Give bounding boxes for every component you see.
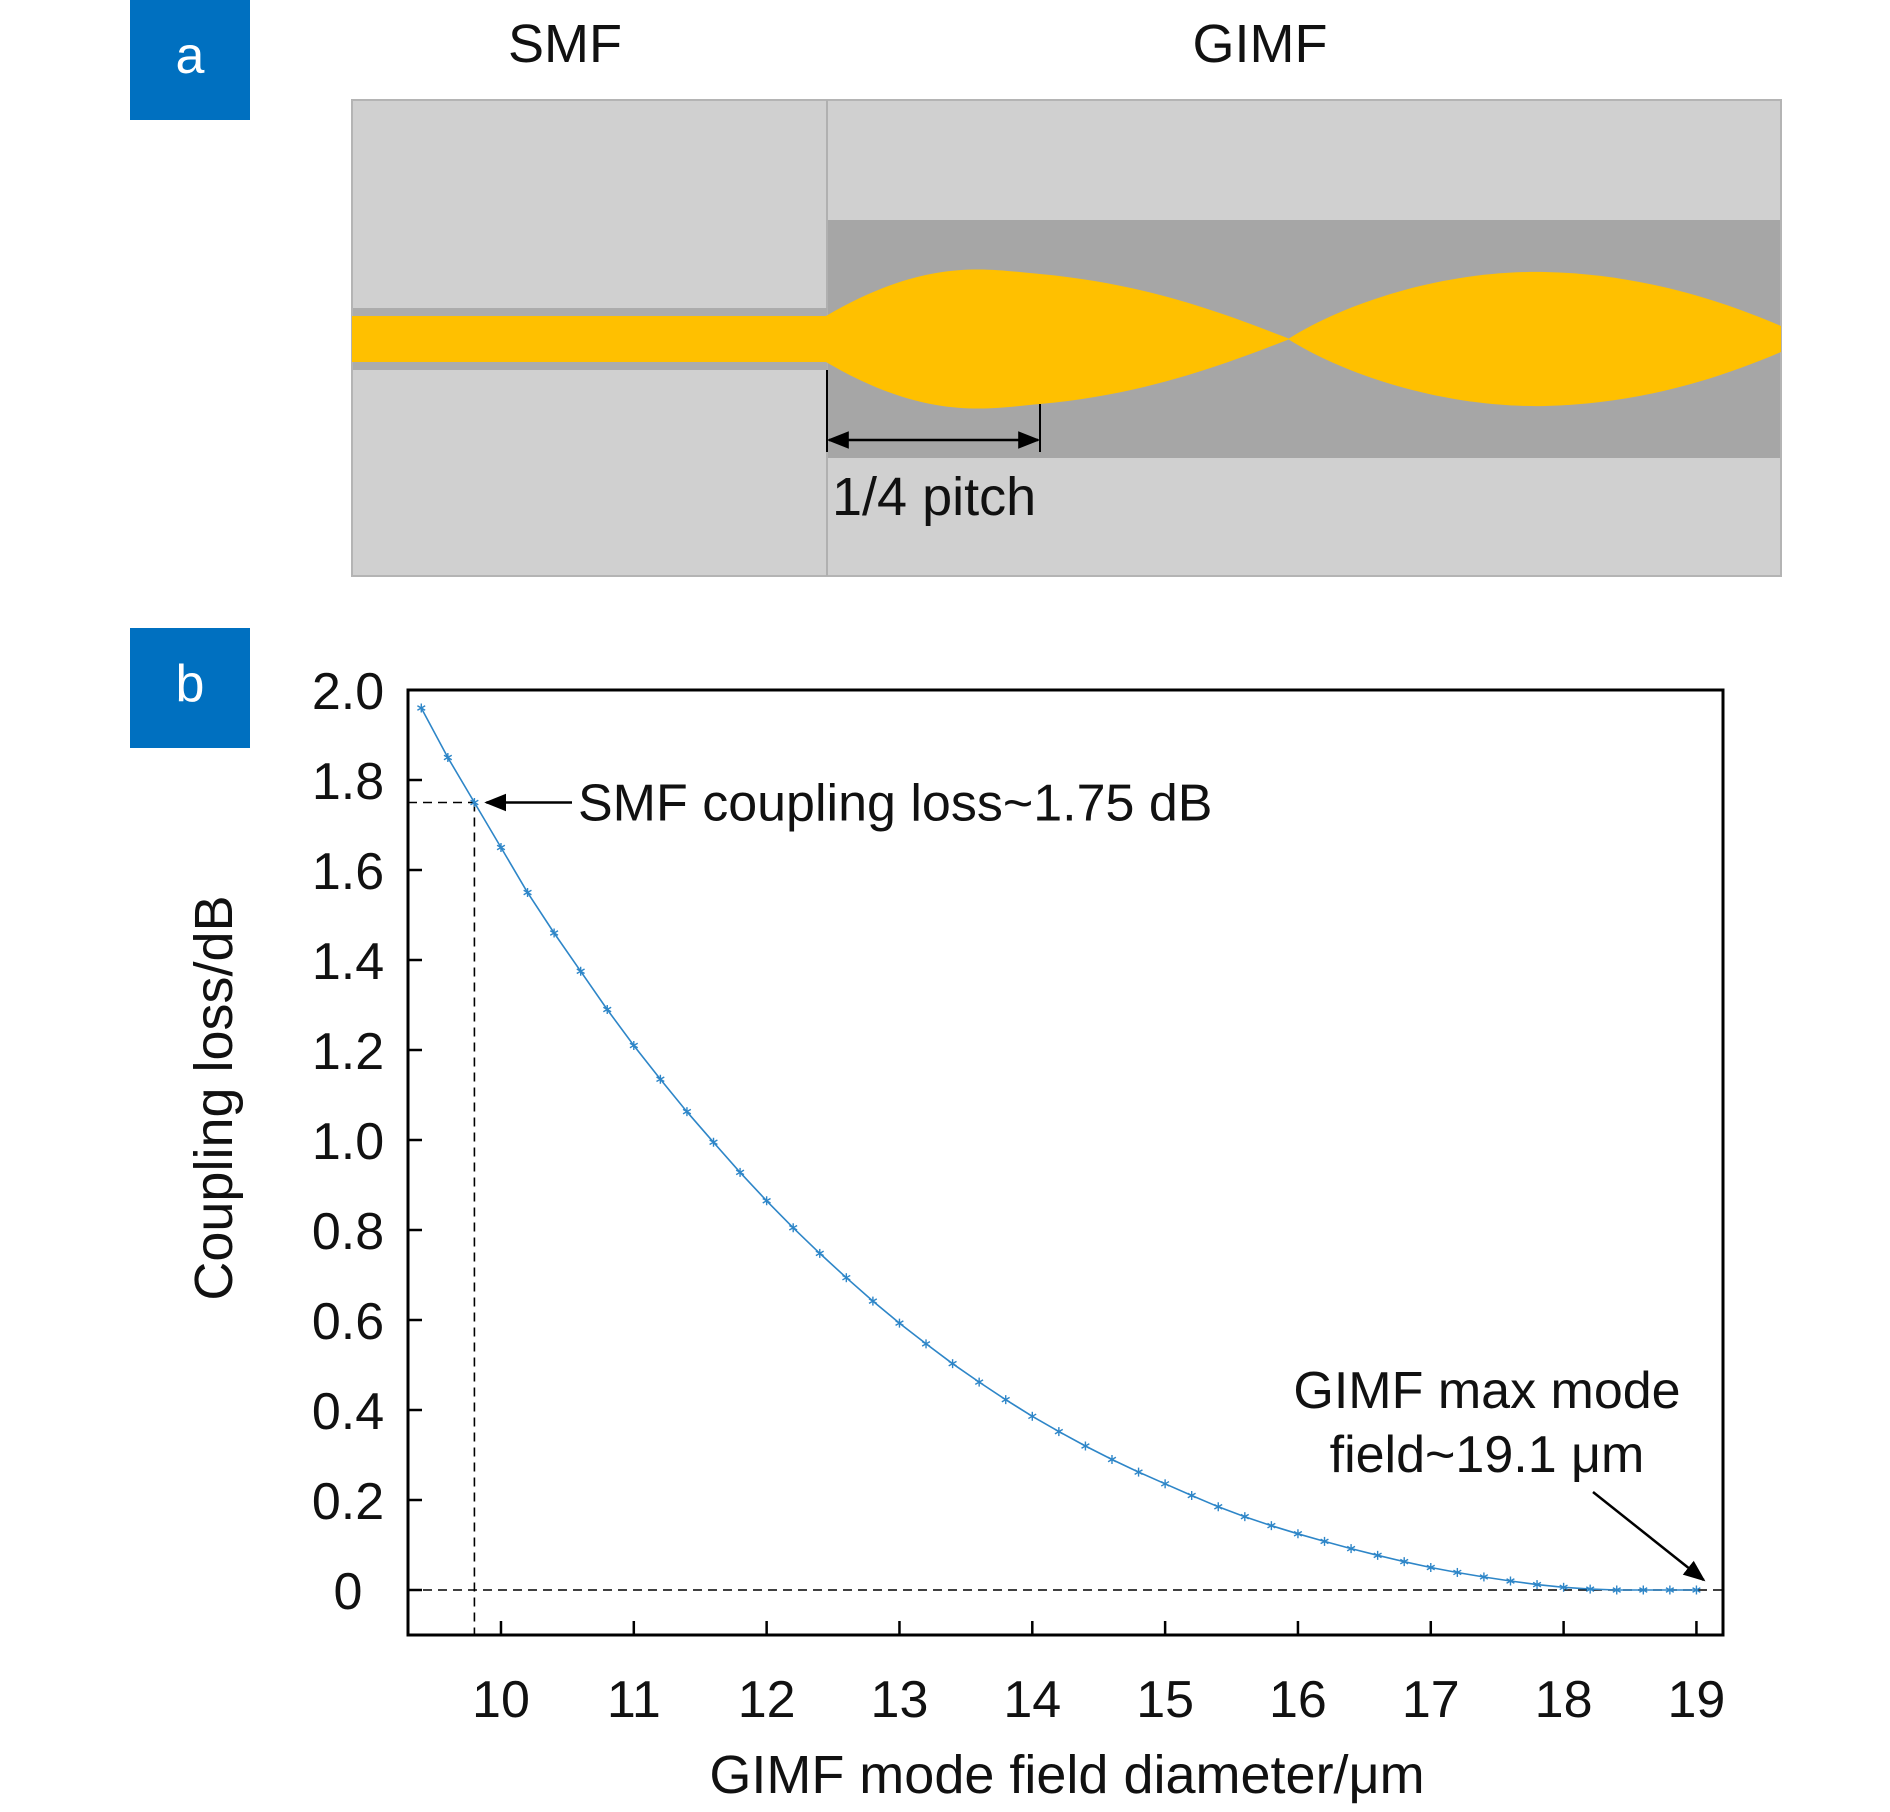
gimf-annotation-arrow xyxy=(1592,1491,1706,1582)
coupling-loss-chart: 0 0.2 0.4 0.6 0.8 1.0 1.2 1.4 1.6 1.8 2.0 10 11 12 13… xyxy=(184,663,1725,1805)
gimf-label: GIMF xyxy=(1193,14,1328,74)
x-axis: 10 11 12 13 14 15 16 17 18 19 xyxy=(472,1621,1725,1729)
data-point xyxy=(1692,1585,1701,1595)
x-tick-label: 18 xyxy=(1535,1671,1593,1729)
y-tick-label: 1.4 xyxy=(312,933,384,991)
gimf-annotation-line2: field~19.1 μm xyxy=(1330,1426,1645,1484)
data-point xyxy=(1373,1550,1382,1560)
smf-beam xyxy=(352,316,830,362)
x-tick-label: 12 xyxy=(738,1671,796,1729)
y-tick-label: 1.8 xyxy=(312,753,384,811)
data-point xyxy=(1639,1585,1648,1595)
x-tick-label: 15 xyxy=(1136,1671,1194,1729)
data-point xyxy=(974,1377,984,1387)
x-tick-label: 13 xyxy=(871,1671,929,1729)
data-point xyxy=(470,798,479,807)
y-tick-label: 0 xyxy=(334,1563,363,1621)
data-point xyxy=(1399,1557,1409,1567)
y-tick-label: 2.0 xyxy=(312,663,384,721)
fiber-schematic: SMF GIMF 1/4 pitch xyxy=(351,14,1782,577)
data-point xyxy=(549,928,559,938)
data-point xyxy=(1293,1529,1303,1539)
data-point xyxy=(417,703,426,713)
gimf-beam-lobe-1 xyxy=(826,269,1290,409)
x-tick-label: 16 xyxy=(1269,1671,1327,1729)
data-point xyxy=(523,888,532,897)
data-point xyxy=(868,1296,878,1306)
annotations: SMF coupling loss~1.75 dB GIMF max mode fi… xyxy=(484,775,1706,1582)
data-point xyxy=(1453,1567,1462,1577)
y-tick-label: 1.6 xyxy=(312,843,384,901)
data-point xyxy=(1585,1584,1595,1594)
series-markers xyxy=(417,703,1701,1595)
x-tick-label: 11 xyxy=(607,1671,661,1729)
data-point xyxy=(1081,1441,1090,1451)
y-axis: 0 0.2 0.4 0.6 0.8 1.0 1.2 1.4 1.6 1.8 2.0 xyxy=(312,663,422,1621)
x-tick-label: 14 xyxy=(1003,1671,1061,1729)
data-point xyxy=(842,1273,851,1283)
data-point xyxy=(788,1223,798,1233)
data-point xyxy=(1214,1502,1223,1512)
data-point xyxy=(895,1318,904,1328)
data-point xyxy=(1479,1572,1489,1582)
data-point xyxy=(1559,1582,1568,1592)
data-point xyxy=(1054,1427,1064,1437)
y-axis-label: Coupling loss/dB xyxy=(184,895,244,1300)
data-point xyxy=(602,1005,612,1014)
y-tick-label: 0.8 xyxy=(312,1203,384,1261)
data-point xyxy=(1107,1455,1117,1464)
data-point xyxy=(576,966,585,976)
data-point xyxy=(921,1339,931,1349)
data-point xyxy=(682,1107,692,1117)
data-point xyxy=(1028,1411,1037,1421)
data-point xyxy=(1134,1467,1143,1477)
data-point xyxy=(1506,1576,1515,1586)
data-point xyxy=(1532,1580,1542,1590)
smf-label: SMF xyxy=(508,14,622,74)
y-tick-label: 1.2 xyxy=(312,1023,384,1081)
data-point xyxy=(1267,1521,1276,1531)
data-point xyxy=(1187,1491,1196,1500)
data-point xyxy=(1426,1563,1436,1572)
panel-a-badge: a xyxy=(130,0,250,120)
data-point xyxy=(735,1167,745,1177)
data-point xyxy=(1320,1536,1329,1546)
data-point xyxy=(1665,1585,1675,1595)
y-tick-label: 1.0 xyxy=(312,1113,384,1171)
y-tick-label: 0.2 xyxy=(312,1473,384,1531)
data-point xyxy=(629,1041,639,1050)
plot-frame xyxy=(406,688,1725,1637)
data-point xyxy=(815,1248,825,1258)
reference-lines xyxy=(408,801,1723,1635)
data-point xyxy=(709,1137,718,1147)
data-point xyxy=(656,1074,665,1084)
data-point xyxy=(948,1359,957,1369)
panel-b-badge: b xyxy=(130,628,250,748)
x-tick-label: 10 xyxy=(472,1671,530,1729)
y-tick-label: 0.6 xyxy=(312,1293,384,1351)
data-point xyxy=(1240,1512,1250,1522)
gimf-beam-lobe-2 xyxy=(1288,271,1781,407)
data-point xyxy=(443,753,453,762)
data-point xyxy=(1346,1544,1356,1554)
x-tick-label: 17 xyxy=(1402,1671,1460,1729)
data-point xyxy=(762,1196,771,1206)
data-point xyxy=(1160,1479,1170,1489)
x-tick-label: 19 xyxy=(1668,1671,1726,1729)
x-axis-label: GIMF mode field diameter/μm xyxy=(709,1745,1424,1805)
gimf-annotation-line1: GIMF max mode xyxy=(1293,1362,1680,1420)
pitch-label: 1/4 pitch xyxy=(832,467,1036,527)
y-tick-label: 0.4 xyxy=(312,1383,384,1441)
data-point xyxy=(1001,1395,1010,1405)
smf-annotation: SMF coupling loss~1.75 dB xyxy=(578,775,1212,833)
data-point xyxy=(496,843,506,852)
data-point xyxy=(1612,1585,1621,1595)
